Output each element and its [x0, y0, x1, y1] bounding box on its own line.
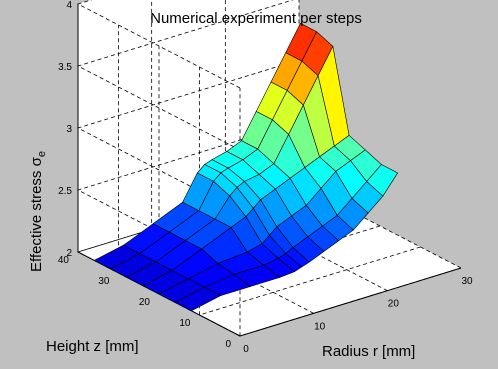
z-tick-label: 4 — [66, 0, 72, 11]
y-tick-label: 10 — [179, 318, 191, 329]
z-tick-label: 3.5 — [58, 62, 72, 73]
y-axis-label: Height z [mm] — [46, 338, 139, 355]
x-axis-label: Radius r [mm] — [322, 343, 415, 360]
chart-title: Numerical experiment per steps — [150, 10, 362, 27]
z-tick-label: 2 — [66, 248, 72, 259]
x-tick-label: 20 — [388, 299, 400, 310]
surface-mesh — [93, 22, 399, 312]
y-tick-label: 40 — [58, 255, 70, 266]
z-tick-label: 2.5 — [58, 186, 72, 197]
x-tick-label: 30 — [461, 276, 473, 287]
y-tick-label: 30 — [98, 276, 110, 287]
z-tick-label: 3 — [66, 124, 72, 135]
axes-ticks: 0 10 20 30 0 10 20 30 402 2.5 3 3.5 4 — [58, 0, 473, 355]
z-axis-label-main: Effective stress σ — [28, 156, 45, 272]
x-axis-line — [239, 267, 462, 337]
z-axis-label: Effective stress σe — [28, 151, 48, 272]
y-tick-label: 0 — [225, 339, 231, 350]
x-tick-label: 10 — [314, 321, 326, 332]
y-tick-label: 20 — [139, 297, 151, 308]
x-tick-label: 0 — [243, 344, 249, 355]
z-axis-label-subscript: e — [36, 151, 48, 157]
surface-patch — [366, 164, 399, 197]
